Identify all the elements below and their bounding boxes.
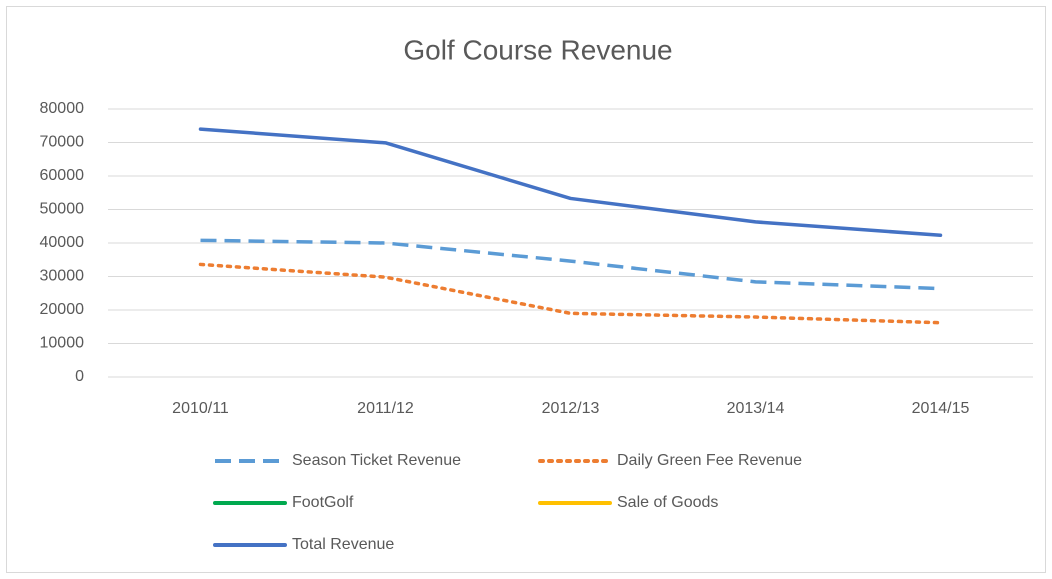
series-line [200,238,941,291]
legend-label: FootGolf [292,494,354,511]
y-tick-label: 70000 [40,134,85,151]
legend-label: Sale of Goods [617,494,718,511]
legend-label: Total Revenue [292,536,394,553]
chart-border [6,6,1046,573]
chart-title: Golf Course Revenue [403,34,672,65]
series-line [198,262,943,325]
x-tick-label: 2014/15 [912,400,970,417]
y-tick-label: 50000 [40,201,85,218]
series-line [198,127,943,238]
y-tick-label: 80000 [40,100,85,117]
x-tick-label: 2010/11 [172,400,229,417]
x-tick-label: 2012/13 [542,400,600,417]
y-tick-label: 0 [75,368,84,385]
y-tick-label: 30000 [40,268,85,285]
legend-label: Season Ticket Revenue [292,452,461,469]
x-tick-label: 2011/12 [357,400,414,417]
y-tick-label: 40000 [40,234,85,251]
legend-label: Daily Green Fee Revenue [617,452,802,469]
y-tick-label: 20000 [40,301,85,318]
y-tick-label: 60000 [40,167,85,184]
y-tick-label: 10000 [40,335,85,352]
x-tick-label: 2013/14 [727,400,785,417]
